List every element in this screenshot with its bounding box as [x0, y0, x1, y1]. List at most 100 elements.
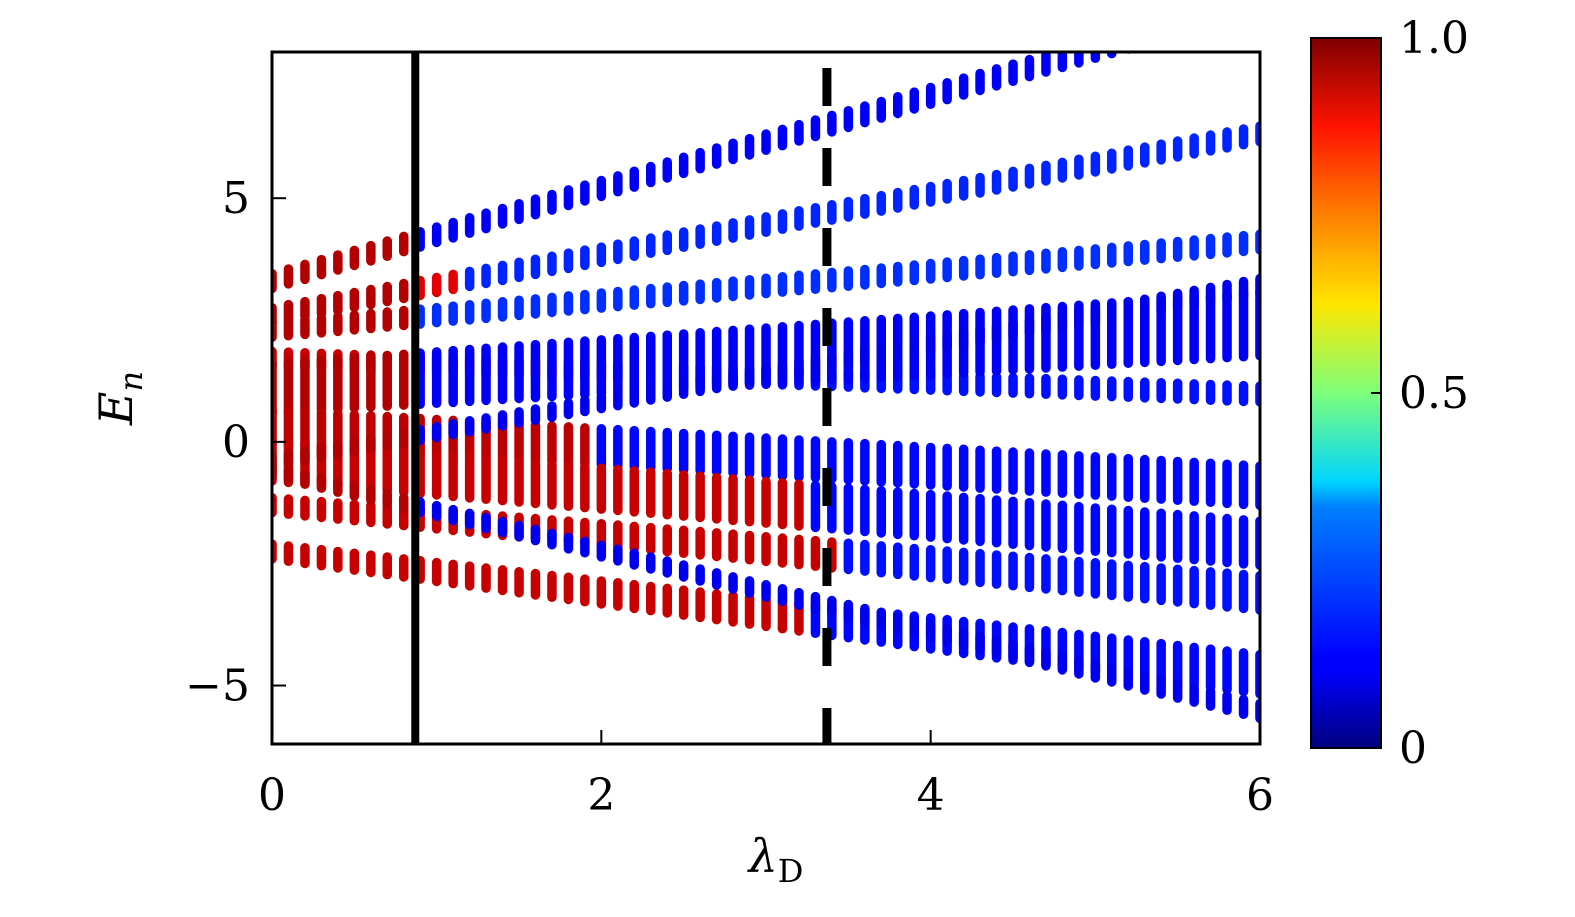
band-point — [744, 215, 755, 240]
band-point — [1057, 450, 1068, 498]
band-point — [1107, 376, 1117, 402]
band-point — [283, 357, 294, 417]
y-tick-label: 5 — [222, 173, 250, 224]
band-point — [382, 350, 392, 411]
band-point — [1189, 235, 1199, 261]
band-point — [678, 329, 689, 394]
band-point — [1057, 555, 1068, 596]
band-point — [464, 416, 475, 437]
y-axis-label-subscript: n — [112, 371, 150, 392]
band-point — [909, 336, 919, 359]
band-point — [1024, 497, 1035, 551]
band-point — [563, 572, 574, 605]
band-point — [728, 474, 738, 526]
band-point — [761, 129, 771, 155]
band-point — [1107, 452, 1117, 501]
band-point — [464, 561, 475, 591]
band-point — [860, 484, 870, 537]
band-point — [662, 427, 672, 474]
band-point — [827, 595, 837, 619]
band-point — [1238, 569, 1249, 614]
band-point — [1189, 8, 1199, 35]
band-point — [613, 544, 623, 566]
band-point — [1238, 288, 1249, 362]
band-point — [860, 539, 870, 576]
band-point — [1140, 22, 1150, 49]
band-point — [1090, 52, 1101, 63]
band-point — [613, 239, 623, 265]
band-point — [547, 570, 557, 602]
band-point — [777, 434, 788, 481]
band-point — [761, 594, 771, 632]
band-point — [1074, 245, 1084, 271]
band-point — [678, 585, 689, 620]
band-point — [843, 106, 854, 133]
band-point — [613, 286, 623, 312]
band-point — [810, 591, 821, 615]
band-point — [563, 337, 574, 401]
band-11 — [272, 461, 1260, 724]
band-point — [1090, 244, 1101, 270]
band-point — [333, 354, 343, 414]
band-point — [1140, 671, 1150, 695]
band-point — [333, 311, 343, 337]
band-point — [728, 368, 738, 391]
band-point — [794, 356, 804, 379]
band-point — [1173, 13, 1183, 40]
band-point — [300, 445, 310, 466]
band-point — [777, 596, 788, 634]
band-point — [1205, 282, 1216, 307]
band-point — [777, 124, 788, 151]
band-point — [1238, 230, 1249, 257]
x-axis-label-subscript: D — [778, 852, 804, 890]
band-point — [497, 516, 508, 538]
band-point — [1041, 554, 1051, 594]
band-point — [382, 236, 392, 261]
y-axis-label: En — [89, 371, 150, 426]
band-point — [860, 344, 870, 368]
band-point — [925, 181, 936, 207]
x-tick-label: 4 — [917, 770, 945, 821]
band-point — [333, 439, 343, 460]
colorbar-tick-label: 0 — [1399, 723, 1427, 774]
band-point — [547, 459, 557, 510]
band-point — [464, 213, 475, 238]
band-point — [728, 218, 738, 243]
y-tick-label: 0 — [222, 417, 250, 468]
band-point — [958, 255, 969, 281]
band-point — [744, 275, 755, 300]
band-point — [464, 452, 475, 503]
band-point — [810, 353, 821, 376]
band-point — [580, 289, 590, 315]
band-point — [596, 576, 607, 609]
band-point — [810, 436, 821, 483]
band-point — [1172, 678, 1183, 703]
band-point — [300, 543, 310, 569]
band-point — [876, 486, 886, 538]
band-point — [646, 581, 656, 616]
band-point — [728, 590, 738, 627]
band-point — [530, 458, 541, 509]
band-point — [464, 508, 475, 530]
band-point — [744, 592, 755, 629]
band-point — [1140, 507, 1150, 561]
band-point — [810, 203, 821, 228]
band-point — [958, 327, 969, 350]
band-point — [711, 430, 722, 477]
band-point — [646, 552, 656, 574]
band-point — [300, 356, 310, 416]
band-point — [646, 426, 656, 473]
band-point — [1189, 292, 1199, 365]
band-point — [514, 407, 524, 428]
band-point — [333, 546, 343, 573]
band-point — [1156, 378, 1166, 404]
band-point — [646, 383, 656, 405]
band-point — [316, 408, 327, 453]
band-point — [1024, 643, 1035, 667]
band-point — [629, 425, 639, 472]
band-point — [1238, 648, 1249, 697]
band-point — [1156, 455, 1166, 504]
band-point — [366, 485, 376, 506]
colorbar-tick-label: 1.0 — [1399, 13, 1469, 64]
band-point — [1123, 241, 1133, 267]
